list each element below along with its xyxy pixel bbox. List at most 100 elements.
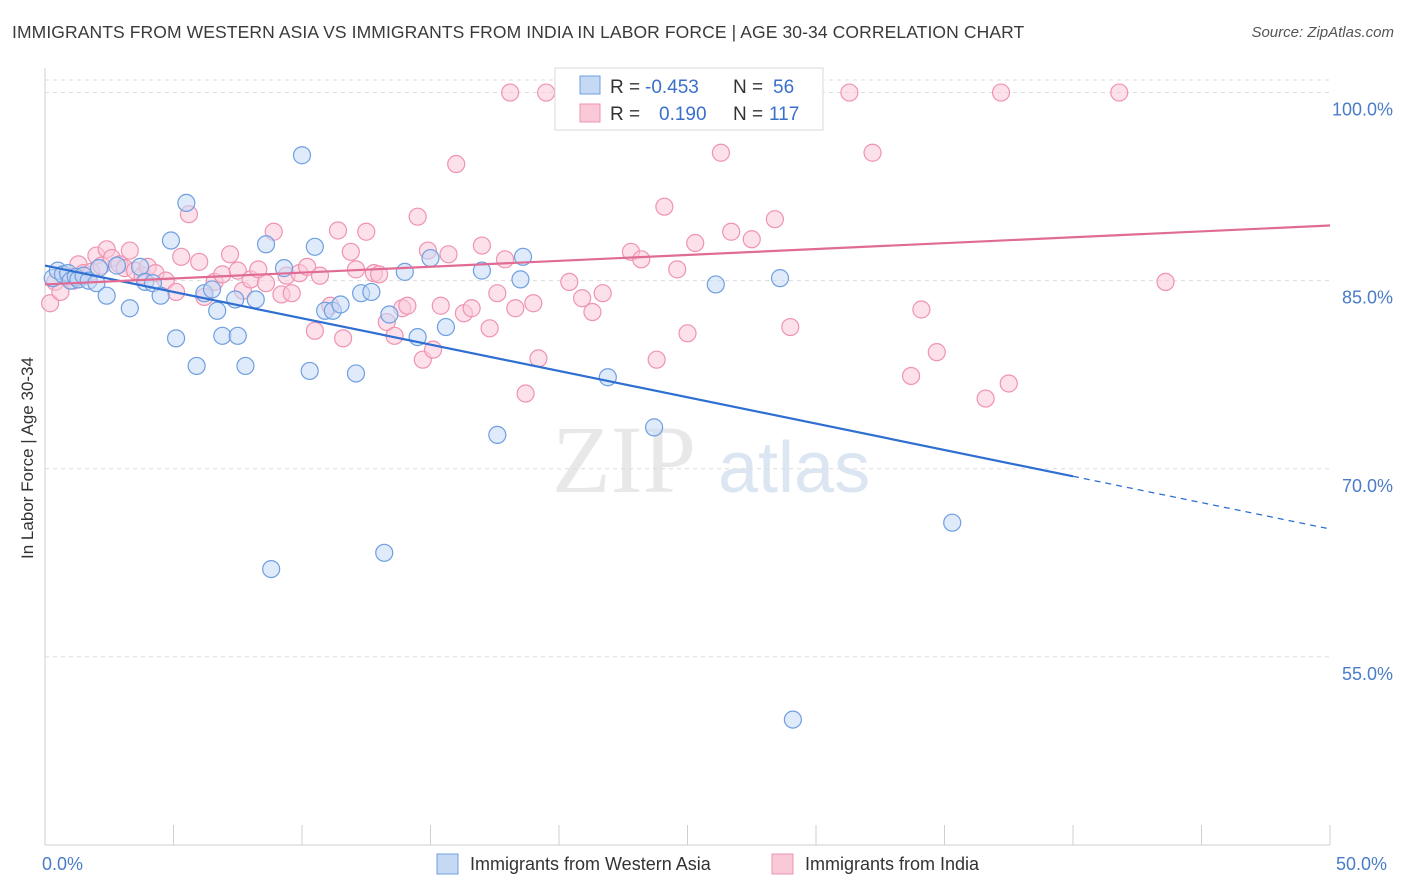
stats-n-label-2: N =	[733, 104, 763, 125]
western-asia-point-43	[380, 305, 399, 324]
india-point-36	[282, 284, 301, 303]
western-asia-point-30	[256, 235, 276, 254]
western-asia-point-38	[331, 295, 350, 314]
series-legend-swatch-pink	[771, 853, 794, 875]
western-asia-point-27	[228, 326, 247, 345]
india-point-27	[220, 245, 240, 264]
india-point-76	[647, 350, 666, 369]
western-asia-point-21	[187, 356, 206, 376]
western-asia-point-18	[161, 231, 181, 250]
india-point-26	[213, 265, 232, 284]
india-point-79	[678, 324, 697, 343]
india-point-63	[480, 319, 499, 338]
source-credit: Source: ZipAtlas.com	[1251, 24, 1394, 41]
india-points	[41, 83, 1175, 408]
india-point-80	[686, 233, 705, 253]
india-point-21	[172, 247, 191, 266]
western-asia-point-47	[436, 317, 456, 337]
western-asia-point-49	[488, 425, 507, 445]
y-tick-label-2: 85.0%	[1342, 288, 1393, 308]
stats-n-value-2: 117	[769, 104, 799, 125]
india-point-73	[593, 284, 612, 303]
india-point-44	[341, 242, 360, 261]
india-point-42	[328, 221, 348, 240]
western-asia-point-34	[300, 361, 319, 381]
india-point-77	[655, 197, 674, 216]
y-tick-label-0: 55.0%	[1342, 664, 1393, 684]
western-asia-point-42	[375, 543, 394, 562]
india-point-89	[912, 300, 931, 319]
x-tick-label-min: 0.0%	[42, 854, 83, 874]
western-asia-point-41	[362, 282, 381, 302]
western-asia-point-19	[166, 329, 186, 348]
stats-r-value-1: -0.453	[645, 77, 699, 98]
india-point-83	[742, 230, 761, 249]
india-point-70	[560, 272, 579, 292]
y-tick-label-1: 70.0%	[1342, 476, 1393, 496]
western-asia-point-57	[943, 513, 962, 532]
india-point-97	[537, 83, 556, 102]
western-asia-point-17	[151, 286, 170, 305]
india-point-59	[447, 154, 466, 174]
x-tick-label-max: 50.0%	[1336, 854, 1387, 874]
western-asia-point-31	[262, 559, 281, 579]
stats-legend: R = -0.453 N = 56 R = 0.190 N = 117	[554, 67, 824, 131]
western-asia-point-50	[511, 270, 530, 289]
india-point-32	[256, 274, 276, 293]
stats-n-label-1: N =	[733, 77, 763, 98]
series-legend-label-pink: Immigrants from India	[805, 854, 980, 874]
india-point-40	[310, 266, 330, 285]
western-asia-point-46	[421, 248, 440, 268]
series-legend-label-blue: Immigrants from Western Asia	[470, 854, 712, 874]
india-point-72	[583, 302, 602, 322]
western-asia-point-12	[107, 256, 127, 275]
india-point-43	[334, 329, 353, 348]
india-point-84	[765, 210, 784, 229]
india-point-93	[991, 83, 1011, 102]
india-point-66	[506, 299, 525, 318]
western-asia-point-48	[472, 261, 491, 280]
western-asia-point-33	[292, 146, 312, 165]
india-point-0	[41, 294, 60, 313]
india-point-52	[398, 296, 417, 315]
y-tick-labels: 55.0% 70.0% 85.0% 100.0%	[1332, 100, 1393, 684]
western-asia-point-55	[770, 269, 790, 288]
india-point-81	[711, 143, 731, 162]
india-point-95	[1156, 272, 1175, 292]
india-point-96	[501, 83, 520, 102]
western-asia-trend-extension	[1072, 475, 1331, 530]
western-asia-point-39	[346, 364, 366, 383]
western-asia-point-10	[89, 259, 109, 278]
india-point-14	[120, 241, 139, 260]
india-point-69	[529, 349, 548, 368]
india-point-58	[439, 245, 458, 264]
india-point-94	[1110, 83, 1129, 102]
india-point-88	[901, 366, 921, 386]
india-point-90	[927, 343, 946, 362]
india-point-23	[190, 252, 209, 271]
india-point-39	[305, 321, 324, 340]
watermark-atlas: atlas	[718, 428, 870, 508]
india-point-92	[999, 374, 1018, 393]
india-point-64	[488, 284, 507, 303]
india-point-57	[431, 296, 450, 315]
india-point-71	[573, 289, 592, 308]
india-point-46	[357, 222, 376, 241]
india-point-61	[462, 299, 481, 318]
trend-lines	[44, 224, 1331, 530]
western-asia-trend-line	[44, 264, 1074, 478]
western-asia-point-44	[395, 262, 414, 281]
stats-n-value-1: 56	[773, 77, 794, 98]
india-point-75	[632, 250, 651, 269]
india-point-65	[495, 250, 515, 269]
western-asia-point-29	[246, 290, 265, 309]
western-asia-point-54	[706, 275, 725, 294]
y-axis-label: In Labor Force | Age 30-34	[18, 357, 37, 559]
india-point-86	[840, 83, 859, 102]
india-point-53	[408, 207, 427, 226]
western-asia-point-14	[130, 257, 150, 276]
india-point-85	[781, 317, 800, 337]
india-point-67	[516, 384, 535, 403]
india-point-62	[472, 236, 491, 255]
